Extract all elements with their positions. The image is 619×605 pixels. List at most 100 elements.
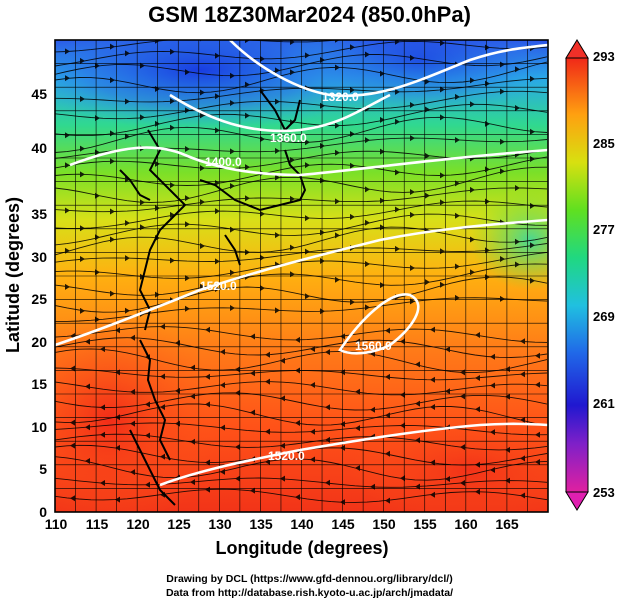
x-axis-ticks: 110 115 120 125 130 135 140 145 150 155 … — [45, 516, 519, 532]
y-axis-ticks: 0 5 10 15 20 25 30 35 40 45 — [31, 86, 47, 520]
streamline-arrow — [425, 26, 430, 32]
streamline-arrow — [415, 400, 420, 407]
streamline-arrow — [335, 232, 340, 239]
credits: Drawing by DCL (https://www.gfd-dennou.o… — [0, 572, 619, 600]
contour-label: 1320.0 — [322, 90, 359, 104]
streamline-arrow — [475, 375, 480, 382]
streamline-arrow — [140, 62, 145, 69]
streamline-arrow — [410, 189, 415, 196]
streamline-arrow — [475, 332, 480, 339]
streamline-arrow — [295, 419, 300, 426]
streamline-arrow — [380, 282, 385, 289]
x-tick-label: 115 — [86, 516, 109, 532]
colorbar-tick: 285 — [593, 136, 615, 151]
streamline-arrow — [310, 456, 315, 463]
streamline-arrow — [215, 93, 220, 100]
streamline-arrow — [445, 476, 450, 483]
streamline-arrow — [290, 195, 295, 202]
streamline-arrow — [190, 393, 195, 400]
streamline-arrow — [440, 86, 445, 93]
streamline-arrow — [115, 496, 120, 503]
streamline-arrow — [385, 327, 390, 334]
streamline-arrow — [115, 327, 120, 334]
streamline-arrow — [70, 365, 75, 372]
streamline-arrow — [260, 285, 265, 292]
streamline-arrow — [500, 295, 505, 302]
streamline-arrow — [430, 376, 435, 383]
y-tick-label: 0 — [39, 504, 47, 520]
streamline-arrow — [160, 373, 165, 380]
x-tick-label: 120 — [126, 516, 150, 532]
streamline-arrow — [520, 371, 525, 378]
streamline-arrow — [500, 256, 505, 263]
streamline-arrow — [85, 458, 90, 465]
x-tick-label: 140 — [290, 516, 314, 532]
streamline-arrow — [320, 257, 325, 264]
streamline-arrow — [220, 348, 225, 355]
streamline-arrow — [475, 488, 480, 495]
streamline-arrow — [230, 72, 235, 79]
y-tick-label: 40 — [31, 140, 47, 156]
streamline-arrow — [355, 388, 360, 395]
streamline-arrow — [385, 450, 390, 457]
streamline-arrow — [430, 404, 435, 411]
streamline-arrow — [395, 118, 400, 125]
streamline-arrow — [160, 323, 165, 330]
streamline-arrow — [395, 169, 400, 176]
streamline-arrow — [215, 127, 220, 134]
streamline-arrow — [490, 429, 495, 436]
streamline-arrow — [85, 424, 90, 431]
streamline-arrow — [515, 28, 520, 34]
streamline-arrow — [430, 459, 435, 466]
streamline-arrow — [275, 147, 280, 154]
streamline-arrow — [290, 156, 295, 163]
streamline-arrow — [130, 388, 135, 395]
streamline-arrow — [350, 44, 355, 51]
contour-labels: 1320.0 1360.0 1400.0 1520.0 1560.0 1520.… — [200, 90, 392, 463]
streamline-arrow — [490, 353, 495, 360]
streamline-arrow — [515, 66, 520, 73]
streamline-arrow — [535, 381, 540, 388]
colorbar: 293 285 277 269 261 253 — [565, 39, 615, 511]
streamline-arrow — [205, 401, 210, 408]
chart-title: GSM 18Z30Mar2024 (850.0hPa) — [148, 2, 471, 27]
streamline-arrow — [380, 70, 385, 77]
streamline-arrow — [275, 174, 280, 181]
contour-label: 1560.0 — [355, 339, 392, 353]
streamline-arrow — [80, 145, 85, 152]
credit-line-data: Data from http://database.rish.kyoto-u.a… — [165, 587, 454, 599]
temperature-field — [55, 26, 548, 512]
streamline-arrow — [470, 101, 475, 108]
streamline-arrow — [440, 199, 445, 206]
streamline-arrow — [185, 305, 190, 312]
x-tick-label: 155 — [413, 516, 437, 532]
streamline-arrow — [125, 255, 130, 262]
streamline-arrow — [100, 404, 105, 411]
streamline-arrow — [145, 481, 150, 488]
colorbar-tick: 261 — [593, 396, 615, 411]
streamline-arrow — [200, 242, 205, 249]
streamline-arrow — [190, 479, 195, 486]
streamline-arrow — [260, 136, 265, 143]
y-tick-label: 45 — [31, 86, 47, 102]
streamline-arrow — [400, 475, 405, 482]
streamline-arrow — [280, 475, 285, 482]
streamline-arrow — [410, 54, 415, 61]
streamline-arrow — [520, 455, 525, 462]
x-tick-label: 110 — [45, 516, 68, 532]
streamline-arrow — [310, 381, 315, 388]
streamline-arrow — [530, 156, 535, 163]
streamline-arrow — [320, 102, 325, 109]
streamline-arrow — [250, 370, 255, 377]
streamline-arrow — [365, 304, 370, 311]
x-tick-label: 135 — [249, 516, 273, 532]
streamline-arrow — [515, 238, 520, 245]
streamline-arrow — [100, 431, 105, 438]
streamline-arrow — [190, 364, 195, 371]
streamline-arrow — [185, 69, 190, 76]
streamline-arrow — [410, 265, 415, 272]
streamline-arrow — [470, 269, 475, 276]
streamline-arrow — [505, 393, 510, 400]
streamline-arrow — [320, 177, 325, 184]
streamline-arrow — [100, 346, 105, 353]
